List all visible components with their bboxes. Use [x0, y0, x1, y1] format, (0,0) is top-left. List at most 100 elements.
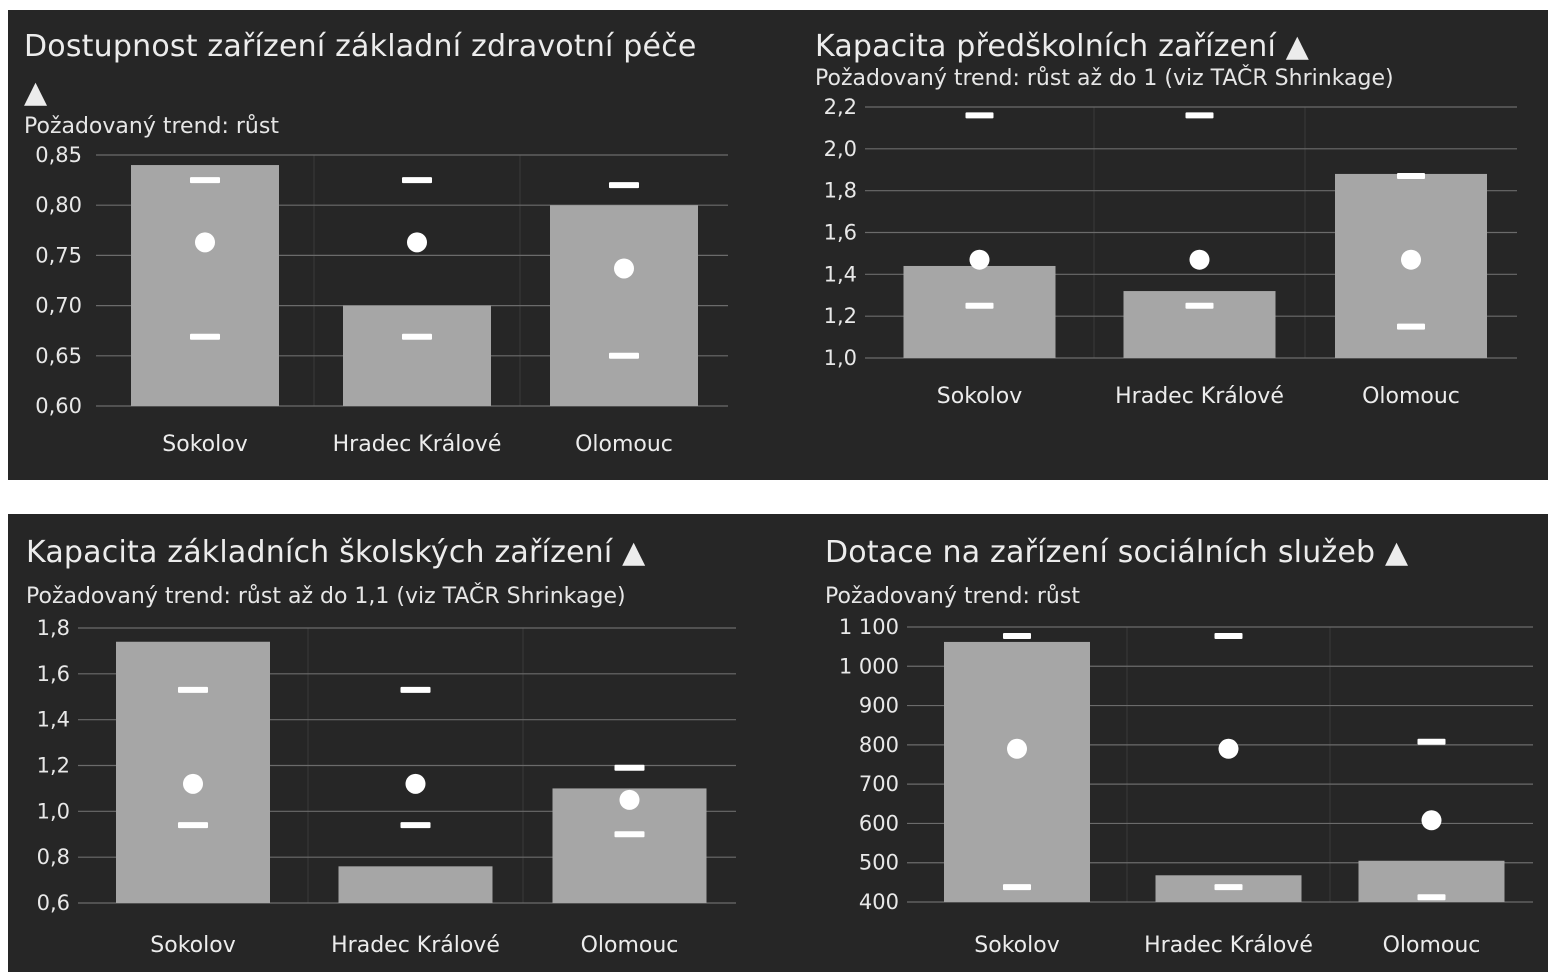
chart-subtitle: Požadovaný trend: růst [24, 114, 279, 139]
y-tick-label: 500 [859, 851, 899, 875]
bar [550, 205, 698, 406]
lower-marker [614, 831, 645, 838]
lower-marker [1397, 323, 1425, 330]
y-tick-label: 1,4 [37, 708, 70, 732]
lower-marker [965, 302, 994, 309]
lower-marker [1003, 884, 1031, 891]
x-category-label: Hradec Králové [1144, 933, 1313, 958]
x-category-label: Olomouc [581, 933, 679, 958]
bar [338, 866, 493, 903]
upper-marker [609, 182, 639, 189]
lower-marker [609, 352, 639, 359]
x-category-label: Hradec Králové [331, 933, 500, 958]
y-tick-label: 1,2 [824, 304, 857, 328]
y-tick-label: 0,65 [35, 344, 82, 368]
y-tick-label: 0,6 [37, 891, 70, 915]
mean-marker [195, 232, 215, 253]
upper-marker [1185, 112, 1214, 119]
chart-title: Kapacita předškolních zařízení ▲ [815, 29, 1310, 64]
lower-marker [1214, 884, 1243, 891]
upper-marker [1397, 173, 1425, 180]
x-category-label: Sokolov [974, 933, 1059, 958]
upper-marker [402, 177, 432, 184]
upper-marker [190, 177, 220, 184]
chart-plot: 1 100 1 000 900 800 700 600 500 400 Sokolov Hrade… [839, 615, 1533, 958]
mean-marker [619, 789, 640, 810]
x-category-label: Olomouc [1362, 384, 1460, 409]
lower-marker [402, 333, 432, 340]
bar [343, 305, 491, 406]
x-category-label: Sokolov [162, 432, 247, 457]
y-tick-label: 600 [859, 811, 899, 835]
upper-marker [1214, 633, 1243, 640]
bar [1123, 291, 1276, 358]
y-tick-label: 1 000 [839, 654, 899, 678]
chart-panel-preschool: Kapacita předškolních zařízení ▲ Požadov… [747, 10, 1548, 480]
y-tick-label: 0,85 [35, 143, 82, 167]
upper-marker [965, 112, 994, 119]
lower-marker [1185, 302, 1214, 309]
mean-marker [407, 232, 427, 253]
chart-plot: 2,2 2,0 1,8 1,6 1,4 1,2 1,0 Sokolov Hradec Králo… [824, 95, 1517, 409]
x-category-label: Hradec Králové [1115, 384, 1284, 409]
y-tick-label: 1,6 [37, 662, 70, 686]
bar [944, 641, 1090, 902]
y-tick-label: 1,8 [37, 616, 70, 640]
chart-title: Kapacita základních školských zařízení ▲ [26, 535, 646, 570]
bar [116, 641, 270, 903]
lower-marker [1417, 894, 1446, 901]
chart-subtitle: Požadovaný trend: růst až do 1 (viz TAČR… [815, 66, 1394, 91]
upper-marker [178, 686, 208, 693]
lower-marker [400, 822, 431, 829]
y-tick-label: 900 [859, 694, 899, 718]
mean-marker [1401, 249, 1421, 270]
y-tick-label: 1 100 [839, 615, 899, 639]
mean-marker [183, 773, 203, 794]
bar [903, 265, 1056, 358]
upper-marker [614, 764, 645, 771]
mean-marker [1007, 738, 1027, 759]
x-category-label: Sokolov [150, 933, 235, 958]
lower-marker [190, 333, 220, 340]
x-category-label: Olomouc [1383, 933, 1481, 958]
y-tick-label: 0,80 [35, 193, 82, 217]
chart-subtitle: Požadovaný trend: růst [825, 584, 1080, 609]
y-tick-label: 1,2 [37, 754, 70, 778]
y-tick-label: 0,70 [35, 294, 82, 318]
x-category-label: Hradec Králové [333, 432, 502, 457]
y-tick-label: 0,8 [37, 845, 70, 869]
mean-marker [969, 249, 990, 270]
chart-panel-social-services: Dotace na zařízení sociálních služeb ▲ P… [747, 514, 1548, 972]
upper-marker [1417, 738, 1446, 745]
y-tick-label: 1,6 [824, 221, 857, 245]
x-category-label: Sokolov [937, 384, 1022, 409]
y-tick-label: 1,4 [824, 262, 857, 286]
y-tick-label: 1,0 [37, 799, 70, 823]
y-tick-label: 800 [859, 733, 899, 757]
upper-marker [1003, 633, 1031, 640]
chart-plot: 1,8 1,6 1,4 1,2 1,0 0,8 0,6 Sokolov Hradec Králo… [37, 616, 736, 958]
y-tick-label: 2,2 [824, 95, 857, 119]
y-tick-label: 400 [859, 890, 899, 914]
mean-marker [1189, 249, 1210, 270]
x-category-label: Olomouc [575, 432, 673, 457]
chart-subtitle: Požadovaný trend: růst až do 1,1 (viz TA… [26, 584, 626, 609]
y-tick-label: 1,0 [824, 346, 857, 370]
bar [131, 165, 279, 406]
y-tick-label: 0,75 [35, 243, 82, 267]
mean-marker [1421, 810, 1442, 831]
y-tick-label: 700 [859, 772, 899, 796]
y-tick-label: 2,0 [824, 137, 857, 161]
y-tick-label: 0,60 [35, 394, 82, 418]
chart-title: Dostupnost zařízení základní zdravotní p… [24, 29, 697, 110]
mean-marker [614, 258, 634, 279]
chart-plot: 0,85 0,80 0,75 0,70 0,65 0,60 Sokolov Hradec Kr… [35, 143, 728, 457]
lower-marker [178, 822, 208, 829]
chart-title: Dotace na zařízení sociálních služeb ▲ [825, 535, 1409, 570]
upper-marker [400, 686, 431, 693]
chart-panel-healthcare: Dostupnost zařízení základní zdravotní p… [8, 10, 747, 480]
chart-panel-primary-school: Kapacita základních školských zařízení ▲… [8, 514, 747, 972]
mean-marker [405, 773, 426, 794]
y-tick-label: 1,8 [824, 179, 857, 203]
mean-marker [1218, 738, 1239, 759]
